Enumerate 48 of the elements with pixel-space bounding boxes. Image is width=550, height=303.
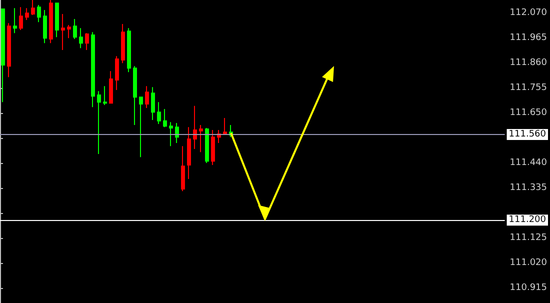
candlestick <box>67 24 71 39</box>
ref-line-label: 111.560 <box>508 129 546 140</box>
candlestick <box>181 146 185 192</box>
candlestick <box>145 86 149 109</box>
candlestick <box>103 86 107 106</box>
candlestick <box>163 108 167 128</box>
y-tick-label: 111.755 <box>510 83 547 94</box>
candlestick <box>127 28 131 73</box>
candlestick <box>205 128 209 164</box>
candlestick <box>19 6 23 30</box>
candlestick <box>193 105 197 150</box>
candlestick <box>211 129 215 166</box>
candlestick <box>43 9 47 44</box>
candlestick <box>115 56 119 90</box>
y-tick-label: 111.965 <box>510 33 547 44</box>
candlestick <box>109 70 113 104</box>
candlestick <box>121 24 125 64</box>
candlestick <box>97 90 101 154</box>
candlestick <box>49 0 53 44</box>
candlestick <box>31 0 35 16</box>
y-tick-label: 111.125 <box>510 233 547 244</box>
candlestick <box>199 124 203 153</box>
y-tick-label: 111.335 <box>510 183 547 194</box>
candlestick <box>169 122 173 147</box>
candlestick <box>157 102 161 125</box>
candlestick <box>175 122 179 144</box>
y-tick-label: 110.915 <box>510 283 547 294</box>
candlestick <box>187 126 191 180</box>
candlestick <box>223 118 227 136</box>
candlestick <box>37 4 41 23</box>
candlestick <box>61 14 65 50</box>
candlestick <box>55 2 59 38</box>
candlestick <box>25 8 29 20</box>
y-tick-label: 112.070 <box>510 8 548 18</box>
y-tick-label: 111.860 <box>510 58 548 68</box>
candlestick <box>151 86 155 120</box>
y-tick-label: 111.440 <box>510 158 548 168</box>
y-tick-label: 111.020 <box>510 258 548 268</box>
candlestick <box>73 18 77 40</box>
candlestick <box>133 66 137 126</box>
candlestick <box>139 96 143 158</box>
candlestick <box>91 32 95 108</box>
candlestick <box>7 22 11 78</box>
candlestick <box>85 32 89 50</box>
candlestick <box>79 28 83 49</box>
y-tick-label: 111.650 <box>510 108 548 118</box>
ref-line-label: 111.200 <box>508 215 546 226</box>
candlestick <box>13 8 17 34</box>
